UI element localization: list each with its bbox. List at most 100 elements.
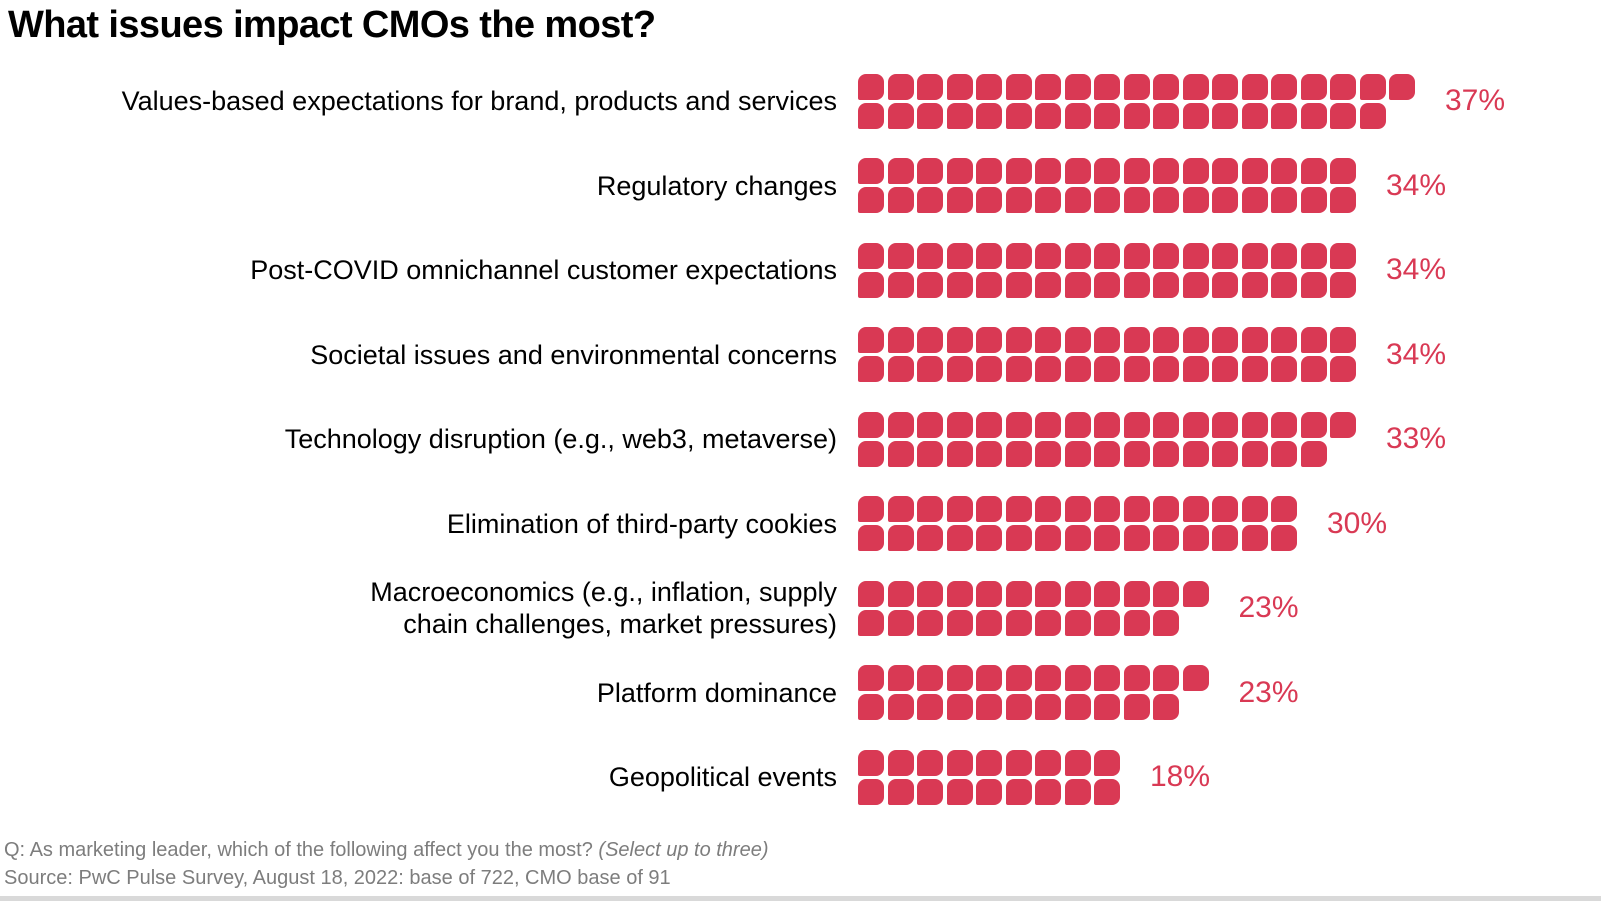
unit-square-icon [1212, 73, 1238, 100]
unit-square-icon [1094, 440, 1120, 467]
unit-square-icon [1064, 102, 1091, 129]
unit-square-icon [1182, 271, 1209, 298]
unit-square-icon [946, 749, 973, 776]
unit-square-icon [946, 327, 973, 354]
unit-square-icon [1005, 158, 1032, 185]
pictogram-bar [858, 327, 1356, 383]
unit-square-icon [946, 440, 973, 467]
unit-square-icon [1005, 73, 1032, 100]
unit-square-icon [1241, 102, 1268, 129]
pictogram-square-row [858, 580, 1209, 607]
unit-square-icon [1123, 525, 1150, 552]
unit-square-icon [887, 440, 914, 467]
unit-square-icon [1330, 356, 1356, 383]
unit-square-icon [1241, 187, 1268, 214]
unit-square-icon [917, 327, 943, 354]
unit-square-icon [1182, 496, 1209, 523]
value-label: 23% [1238, 675, 1299, 709]
unit-square-icon [1330, 158, 1356, 185]
unit-square-icon [858, 440, 884, 467]
unit-square-icon [1094, 609, 1120, 636]
unit-square-icon [946, 694, 973, 721]
unit-square-icon [1182, 102, 1209, 129]
pictogram-chart: Values-based expectations for brand, pro… [0, 59, 1601, 820]
unit-square-icon [917, 496, 943, 523]
unit-square-icon [1153, 525, 1179, 552]
unit-square-icon [1035, 580, 1061, 607]
unit-square-icon [1005, 525, 1032, 552]
unit-square-icon [1153, 271, 1179, 298]
unit-square-icon [887, 271, 914, 298]
category-label: Geopolitical events [608, 762, 837, 793]
unit-square-icon [1182, 242, 1209, 269]
unit-square-icon [917, 242, 943, 269]
unit-square-icon [1300, 158, 1327, 185]
unit-square-icon [976, 73, 1002, 100]
unit-square-icon [1300, 271, 1327, 298]
unit-square-icon [976, 158, 1002, 185]
unit-square-icon [1330, 271, 1356, 298]
unit-square-icon [858, 102, 884, 129]
value-label: 30% [1327, 506, 1388, 540]
pictogram-square-row [858, 496, 1297, 523]
unit-square-icon [1212, 411, 1238, 438]
unit-square-icon [1330, 187, 1356, 214]
pictogram-bar [858, 158, 1356, 214]
pictogram-bar [858, 749, 1120, 805]
category-label: Values-based expectations for brand, pro… [121, 86, 837, 117]
unit-square-icon [1241, 356, 1268, 383]
unit-square-icon [887, 778, 914, 805]
pictogram-bar [858, 665, 1209, 721]
unit-square-icon [1094, 158, 1120, 185]
unit-square-icon [887, 102, 914, 129]
unit-square-icon [1300, 73, 1327, 100]
unit-square-icon [917, 440, 943, 467]
unit-square-icon [1123, 158, 1150, 185]
unit-square-icon [1035, 187, 1061, 214]
unit-square-icon [1153, 187, 1179, 214]
unit-square-icon [858, 694, 884, 721]
value-label: 33% [1386, 422, 1447, 456]
category-label: Societal issues and environmental concer… [310, 339, 837, 370]
unit-square-icon [1153, 440, 1179, 467]
unit-square-icon [1005, 580, 1032, 607]
unit-square-icon [1035, 665, 1061, 692]
unit-square-icon [917, 158, 943, 185]
unit-square-icon [917, 271, 943, 298]
pictogram-square-row [858, 694, 1209, 721]
unit-square-icon [1359, 73, 1386, 100]
unit-square-icon [858, 496, 884, 523]
unit-square-icon [1241, 411, 1268, 438]
unit-square-icon [1241, 496, 1268, 523]
unit-square-icon [1123, 187, 1150, 214]
unit-square-icon [917, 73, 943, 100]
unit-square-icon [1123, 327, 1150, 354]
unit-square-icon [1005, 271, 1032, 298]
unit-square-icon [887, 525, 914, 552]
bottom-divider [0, 896, 1601, 901]
unit-square-icon [1271, 187, 1297, 214]
unit-square-icon [1241, 271, 1268, 298]
unit-square-icon [1094, 356, 1120, 383]
unit-square-icon [976, 356, 1002, 383]
unit-square-icon [976, 327, 1002, 354]
unit-square-icon [1182, 411, 1209, 438]
unit-square-icon [1035, 158, 1061, 185]
unit-square-icon [887, 609, 914, 636]
unit-square-icon [1271, 356, 1297, 383]
unit-square-icon [1094, 327, 1120, 354]
unit-square-icon [1094, 242, 1120, 269]
pictogram-square-row [858, 749, 1120, 776]
unit-square-icon [1123, 580, 1150, 607]
pictogram-square-row [858, 440, 1356, 467]
unit-square-icon [1005, 411, 1032, 438]
unit-square-icon [887, 749, 914, 776]
unit-square-icon [1182, 440, 1209, 467]
unit-square-icon [1300, 187, 1327, 214]
value-label: 34% [1386, 168, 1447, 202]
unit-square-icon [1064, 525, 1091, 552]
unit-square-icon [1005, 242, 1032, 269]
unit-square-icon [976, 665, 1002, 692]
unit-square-icon [1035, 411, 1061, 438]
unit-square-icon [1330, 242, 1356, 269]
